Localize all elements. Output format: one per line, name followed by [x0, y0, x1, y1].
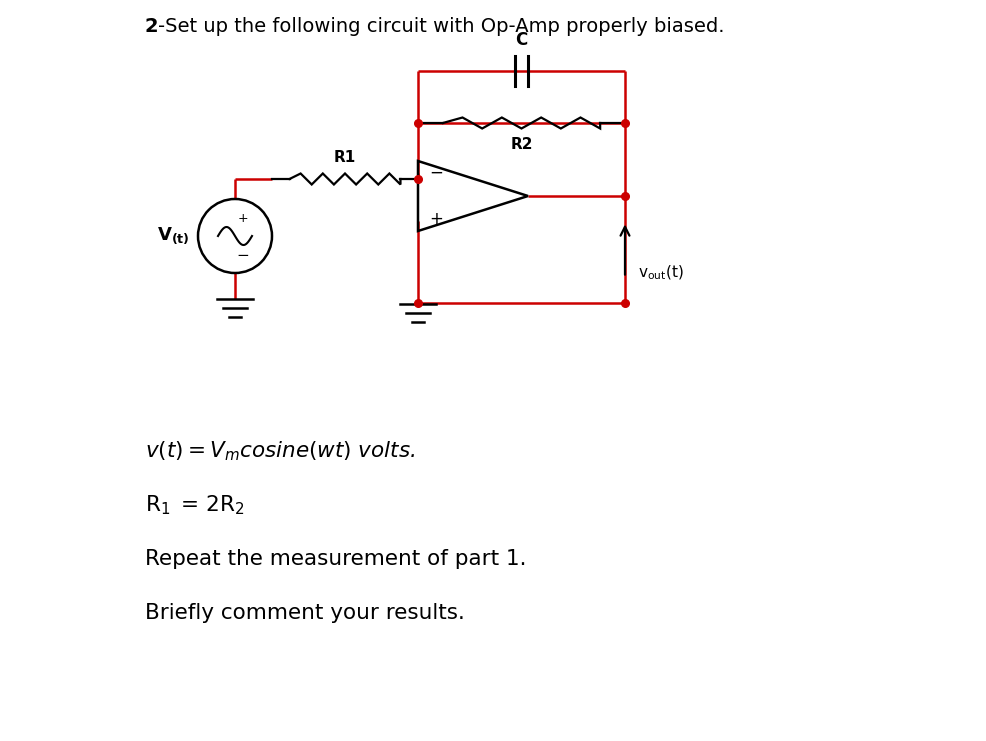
Text: +: + — [238, 211, 248, 225]
Text: Briefly comment your results.: Briefly comment your results. — [145, 603, 464, 623]
Text: Repeat the measurement of part 1.: Repeat the measurement of part 1. — [145, 549, 526, 569]
Text: R$_1\,$ = 2R$_2$: R$_1\,$ = 2R$_2$ — [145, 494, 245, 516]
Text: v$_{\rm out}$(t): v$_{\rm out}$(t) — [637, 263, 683, 282]
Text: R1: R1 — [333, 150, 356, 165]
Text: -Set up the following circuit with Op-Amp properly biased.: -Set up the following circuit with Op-Am… — [158, 16, 724, 36]
Text: C: C — [515, 31, 528, 49]
Text: $\mathbf{V_{(t)}}$: $\mathbf{V_{(t)}}$ — [157, 226, 190, 246]
Text: +: + — [429, 210, 443, 228]
Text: −: − — [429, 164, 443, 182]
Text: R2: R2 — [510, 137, 532, 152]
Text: 2: 2 — [145, 16, 159, 36]
Text: −: − — [237, 247, 249, 262]
Text: $v(t) = V_m\mathit{cosine}(wt)$ volts.: $v(t) = V_m\mathit{cosine}(wt)$ volts. — [145, 439, 415, 463]
